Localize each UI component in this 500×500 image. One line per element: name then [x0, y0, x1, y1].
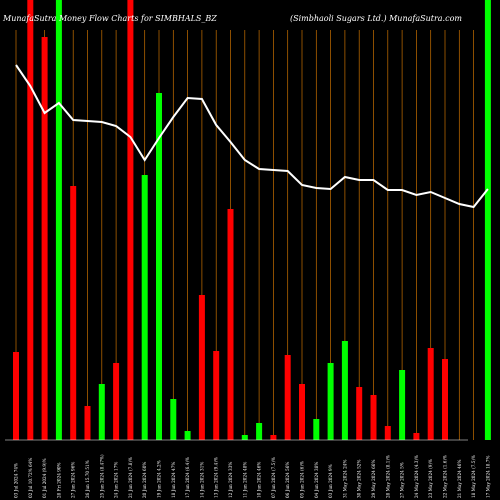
x-tick-label: 21 Jun 2024 (7.8)% [128, 457, 133, 498]
x-tick-label: 14 Jun 2024 31% [199, 462, 204, 498]
x-tick-label: 18 May 2024 (7.5)% [471, 455, 476, 498]
x-tick-label: 22 May 2024 (1.6)% [443, 455, 448, 498]
x-tick-label: 24 Jun 2024 17% [114, 462, 119, 498]
x-tick-label: 05 Jun 2024 (6)% [300, 461, 305, 498]
buy-flow-bar [241, 435, 248, 440]
x-tick-label: 20 Jun 2024 60% [142, 462, 147, 498]
sell-flow-bar [442, 359, 448, 440]
x-tick-label: 21 May 2024 46% [457, 460, 462, 498]
buy-flow-bar [313, 419, 320, 440]
x-tick-label: 17 Jun 2024 (6.4)% [185, 457, 190, 498]
x-tick-label: 12 Jun 2024 33% [228, 462, 233, 498]
x-tick-label: 28 Fri 2024 90% [56, 462, 61, 498]
buy-flow-bar [484, 0, 491, 440]
x-tick-label: 27 Jun 2024 96% [71, 462, 76, 498]
buy-flow-bar [156, 93, 162, 440]
price-line [15, 64, 489, 209]
sell-flow-bar [13, 352, 19, 440]
buy-flow-bar [184, 431, 191, 440]
buy-flow-bar [256, 423, 263, 440]
x-tick-label: 13 Jun 2024 (9.4)% [214, 457, 219, 498]
buy-flow-bar [98, 384, 105, 440]
sell-flow-bar [299, 384, 305, 440]
chart-subtitle: (Simbhaoli Sugars Ltd.) MunafaSutra.com [290, 14, 462, 23]
sell-flow-bar [227, 209, 234, 440]
sell-flow-bar [370, 395, 377, 440]
flow-bars [13, 0, 491, 440]
x-tick-label: 01 Jul 2024 (9.9)% [42, 458, 47, 498]
sell-flow-bar [84, 406, 91, 440]
x-tick-label: 28 May 2024 (8.1)% [385, 455, 390, 498]
buy-flow-bar [341, 341, 348, 440]
sell-flow-bar [127, 0, 134, 440]
chart-title: MunafaSutra Money Flow Charts for SIMBHA… [2, 14, 217, 23]
sell-flow-bar [384, 426, 391, 440]
x-tick-label: 17 May 2024 18.7% [485, 456, 490, 498]
x-tick-label: 26 Jun 15.70 51% [85, 460, 90, 498]
x-tick-label: 02 Jul 10.72% 64% [28, 458, 33, 498]
buy-flow-bar [399, 370, 406, 440]
sell-flow-bar [113, 363, 120, 440]
sell-flow-bar [198, 295, 205, 440]
x-tick-label: 29 May 2024 66% [371, 460, 376, 498]
x-tick-label: 04 Jun 2024 38% [314, 462, 319, 498]
x-tick-label: 11 Jun 2024 48% [242, 462, 247, 498]
buy-flow-bar [327, 363, 334, 440]
x-tick-label: 03 Jul 2024 74% [14, 463, 19, 498]
buy-flow-bar [170, 399, 177, 440]
sell-flow-bar [413, 433, 420, 440]
x-tick-label: 24 May 2024 (4.3)% [414, 455, 419, 498]
x-tick-label: 03 Jun 2024 9% [328, 464, 333, 498]
x-tick-label: 19 Jun 2024 4.2% [157, 460, 162, 498]
sell-flow-bar [27, 0, 34, 440]
x-tick-label: 06 Jun 2024 56% [285, 462, 290, 498]
sell-flow-bar [70, 186, 77, 440]
x-tick-label: 07 Jun 2024 (7.5)% [271, 457, 276, 498]
sell-flow-bar [213, 351, 220, 440]
sell-flow-bar [270, 435, 277, 440]
x-tick-label: 23 May 2024 (9)% [428, 459, 433, 498]
x-tick-label: 25 Jun 2024 (8.47%) [99, 454, 104, 498]
x-tick-label: 31 May 2024 24% [342, 460, 347, 498]
sell-flow-bar [41, 37, 48, 440]
sell-flow-bar [356, 387, 363, 440]
x-tick-label: 27 May 2024 5% [400, 462, 405, 498]
x-tick-label: 10 Jun 2024 46% [257, 462, 262, 498]
x-tick-labels: 03 Jul 2024 74% 02 Jul 10.72% 64% 01 Jul 2… [14, 454, 491, 498]
buy-flow-bar [55, 0, 62, 440]
sell-flow-bar [284, 355, 291, 440]
x-tick-label: 18 Jun 2024 47% [171, 462, 176, 498]
sell-flow-bar [427, 348, 434, 440]
x-tick-label: 30 May 2024 52% [357, 460, 362, 498]
buy-flow-bar [141, 175, 148, 440]
